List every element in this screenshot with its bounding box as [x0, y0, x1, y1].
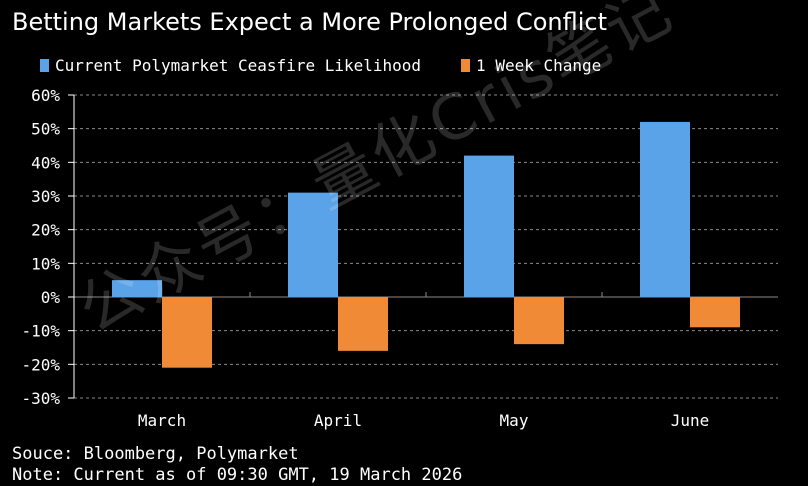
y-tick-label: 20% [31, 221, 60, 240]
bar-change [338, 297, 388, 351]
bar-change [514, 297, 564, 345]
note-line: Note: Current as of 09:30 GMT, 19 March … [12, 465, 463, 485]
y-tick-label: -10% [21, 322, 60, 341]
bar-current [288, 192, 338, 297]
y-tick-label: 40% [31, 153, 60, 172]
bar-change [162, 297, 212, 368]
bar-current [464, 155, 514, 297]
x-tick-label: May [500, 411, 529, 430]
legend-label-change: 1 Week Change [476, 55, 602, 75]
y-tick-label: 0% [41, 288, 61, 307]
legend-swatch-current [40, 58, 49, 72]
y-tick-label: -20% [21, 355, 60, 374]
legend-item-change: 1 Week Change [461, 56, 601, 75]
legend-swatch-change [461, 58, 471, 72]
x-tick-label: April [314, 411, 362, 430]
legend-item-current: Current Polymarket Ceasfire Likelihood [40, 56, 421, 75]
y-tick-label: -30% [21, 389, 60, 408]
bar-current [112, 280, 162, 297]
source-line: Souce: Bloomberg, Polymarket [12, 444, 299, 464]
x-tick-label: March [138, 411, 186, 430]
y-tick-label: 50% [31, 120, 60, 139]
x-tick-label: June [671, 411, 710, 430]
y-tick-label: 10% [31, 254, 60, 273]
bar-current [640, 121, 690, 297]
chart-title: Betting Markets Expect a More Prolonged … [12, 8, 608, 36]
legend-label-current: Current Polymarket Ceasfire Likelihood [55, 55, 422, 75]
y-tick-label: 30% [31, 187, 60, 206]
chart-legend: Current Polymarket Ceasfire Likelihood 1… [40, 54, 641, 76]
y-tick-label: 60% [31, 86, 60, 105]
bar-change [690, 297, 740, 328]
